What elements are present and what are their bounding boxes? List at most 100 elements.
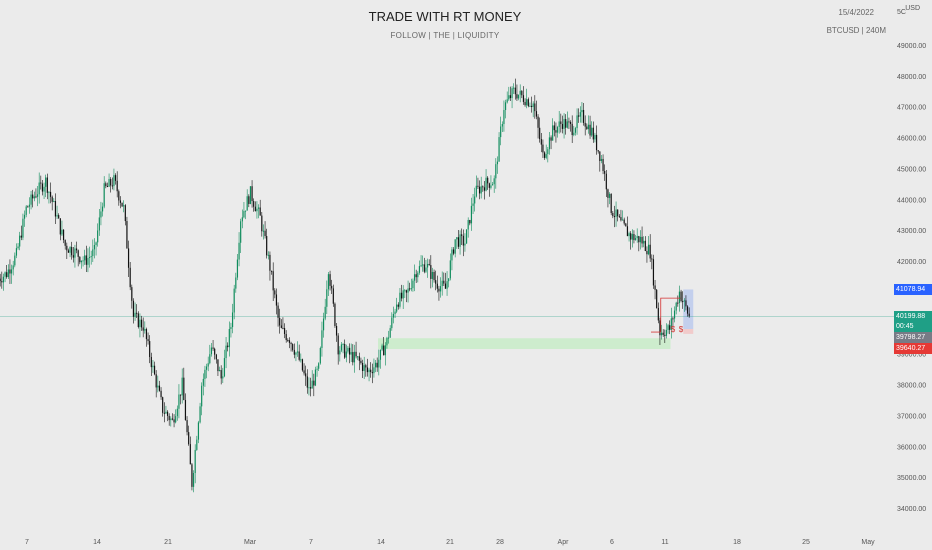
candle-body — [353, 351, 356, 363]
candle-body — [355, 351, 357, 357]
candle-body — [500, 126, 502, 138]
candle-body — [313, 380, 315, 386]
y-tick-label-top: 5C — [897, 9, 906, 16]
date-label: 15/4/2022 — [838, 8, 874, 17]
candle-body — [436, 283, 438, 289]
candle-body — [178, 394, 180, 409]
candle-body — [498, 137, 500, 162]
candle-body — [106, 186, 109, 188]
y-tick-label: 38000.00 — [897, 383, 926, 390]
candle-body — [438, 288, 440, 292]
x-tick-label: 21 — [164, 539, 172, 546]
candle-body — [592, 127, 594, 140]
candle-body — [137, 313, 139, 328]
candle-body — [464, 243, 466, 246]
candle-body — [392, 313, 395, 318]
candle-body — [423, 264, 425, 272]
candle-body — [79, 256, 81, 263]
candle-body — [516, 94, 518, 99]
candle-body — [314, 369, 317, 386]
candle-body — [147, 339, 149, 342]
candle-body — [441, 280, 443, 287]
candle-body — [462, 235, 464, 246]
candle-body — [558, 121, 560, 128]
y-tick-label: 49000.00 — [897, 43, 926, 50]
x-tick-label: 28 — [496, 539, 504, 546]
candle-body — [667, 325, 669, 330]
candle-body — [591, 127, 593, 136]
candle-body — [426, 263, 429, 268]
price-tag-mid: 39798.27 — [894, 332, 932, 343]
candle-body — [487, 177, 489, 184]
candle-body — [526, 99, 528, 106]
candle-body — [201, 385, 203, 407]
candle-body — [1, 281, 3, 283]
y-tick-label: 35000.00 — [897, 475, 926, 482]
candle-body — [600, 158, 603, 161]
candle-body — [105, 183, 107, 187]
y-tick-label: 34000.00 — [897, 506, 926, 513]
candle-body — [324, 306, 326, 319]
candle-body — [446, 281, 448, 289]
candle-body — [82, 260, 84, 262]
candle-body — [40, 182, 42, 184]
candle-body — [14, 255, 16, 266]
candle-body — [0, 278, 1, 282]
candle-body — [264, 230, 266, 237]
candle-body — [425, 267, 427, 272]
y-tick-label: 43000.00 — [897, 228, 926, 235]
candle-body — [59, 218, 61, 235]
candle-body — [155, 374, 157, 388]
candle-body — [397, 304, 399, 307]
candle-body — [407, 288, 409, 293]
candle-body — [669, 325, 671, 330]
candle-body — [428, 263, 430, 266]
candle-body — [309, 387, 312, 389]
candle-body — [409, 288, 411, 290]
candle-body — [643, 240, 645, 244]
candle-body — [381, 345, 383, 350]
candle-body — [352, 352, 354, 363]
candle-body — [266, 236, 268, 256]
candle-body — [430, 265, 432, 279]
x-tick-label: 7 — [25, 539, 29, 546]
y-tick-label: 48000.00 — [897, 74, 926, 81]
candle-body — [282, 327, 284, 329]
candle-body — [365, 365, 367, 368]
currency-label[interactable]: USD — [905, 5, 920, 12]
candle-body — [244, 210, 247, 212]
candle-body — [62, 229, 65, 241]
candle-body — [56, 215, 58, 217]
candle-body — [254, 206, 256, 212]
candle-body — [249, 186, 252, 204]
candle-body — [191, 464, 193, 487]
candle-body — [605, 173, 607, 190]
candle-body — [214, 348, 216, 355]
candle-body — [25, 206, 27, 215]
candle-body — [332, 288, 334, 304]
candle-body — [348, 347, 351, 355]
candle-body — [646, 250, 648, 255]
candle-body — [574, 128, 577, 133]
candle-body — [118, 191, 120, 201]
candle-body — [121, 202, 123, 207]
candle-body — [163, 412, 165, 414]
candle-body — [566, 121, 568, 128]
candle-body — [480, 186, 482, 194]
candle-body — [113, 175, 115, 187]
candle-body — [38, 182, 40, 195]
candle-body — [368, 369, 370, 373]
liquidity-zone — [378, 338, 671, 350]
candle-body — [555, 130, 557, 133]
x-tick-label: 11 — [661, 539, 668, 546]
x-tick-label: Mar — [244, 539, 257, 546]
candle-body — [420, 265, 422, 267]
candle-body — [672, 318, 674, 320]
candle-body — [270, 270, 273, 272]
candle-body — [444, 283, 447, 289]
candle-body — [617, 209, 619, 217]
candle-body — [652, 259, 655, 286]
candle-body — [563, 119, 565, 129]
